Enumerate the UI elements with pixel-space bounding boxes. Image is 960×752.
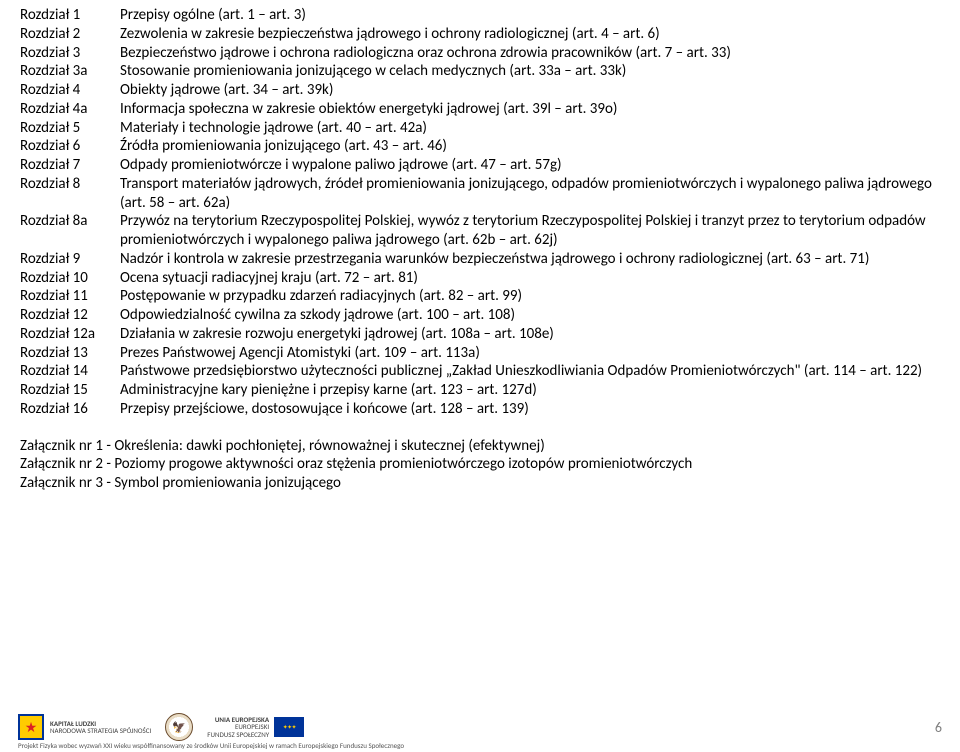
chapter-row: Rozdział 16Przepisy przejściowe, dostoso… xyxy=(20,400,940,419)
chapter-label: Rozdział 6 xyxy=(20,137,120,156)
chapter-row: Rozdział 13Prezes Państwowej Agencji Ato… xyxy=(20,344,940,363)
page-footer: KAPITAŁ LUDZKI NARODOWA STRATEGIA SPÓJNO… xyxy=(0,704,960,752)
attachments-list: Załącznik nr 1 - Określenia: dawki pochł… xyxy=(20,437,940,493)
chapter-row: Rozdział 3aStosowanie promieniowania jon… xyxy=(20,62,940,81)
chapter-text: Stosowanie promieniowania jonizującego w… xyxy=(120,62,940,81)
chapter-label: Rozdział 1 xyxy=(20,6,120,25)
chapter-label: Rozdział 4a xyxy=(20,100,120,119)
chapter-text: Przywóz na terytorium Rzeczypospolitej P… xyxy=(120,212,940,250)
chapter-text: Odpowiedzialność cywilna za szkody jądro… xyxy=(120,306,940,325)
chapter-row: Rozdział 14Państwowe przedsiębiorstwo uż… xyxy=(20,362,940,381)
eu-subtitle: EUROPEJSKIFUNDUSZ SPOŁECZNY xyxy=(207,723,269,738)
footer-caption: Projekt Fizyka wobec wyzwań XXI wieku ws… xyxy=(18,741,404,750)
eu-text: UNIA EUROPEJSKA EUROPEJSKIFUNDUSZ SPOŁEC… xyxy=(207,716,269,738)
chapter-label: Rozdział 3a xyxy=(20,62,120,81)
chapter-row: Rozdział 12Odpowiedzialność cywilna za s… xyxy=(20,306,940,325)
chapter-text: Odpady promieniotwórcze i wypalone paliw… xyxy=(120,156,940,175)
eu-flag-icon xyxy=(274,717,304,737)
chapter-text: Postępowanie w przypadku zdarzeń radiacy… xyxy=(120,287,940,306)
chapter-label: Rozdział 11 xyxy=(20,287,120,306)
chapter-label: Rozdział 12a xyxy=(20,325,120,344)
chapter-label: Rozdział 13 xyxy=(20,344,120,363)
eu-logo: UNIA EUROPEJSKA EUROPEJSKIFUNDUSZ SPOŁEC… xyxy=(207,716,304,738)
chapter-row: Rozdział 7Odpady promieniotwórcze i wypa… xyxy=(20,156,940,175)
chapter-text: Informacja społeczna w zakresie obiektów… xyxy=(120,100,940,119)
chapter-row: Rozdział 1Przepisy ogólne (art. 1 – art.… xyxy=(20,6,940,25)
chapter-text: Państwowe przedsiębiorstwo użyteczności … xyxy=(120,362,940,381)
chapter-text: Nadzór i kontrola w zakresie przestrzega… xyxy=(120,250,940,269)
chapter-text: Administracyjne kary pieniężne i przepis… xyxy=(120,381,940,400)
chapter-label: Rozdział 8 xyxy=(20,175,120,194)
chapter-text: Bezpieczeństwo jądrowe i ochrona radiolo… xyxy=(120,44,940,63)
chapter-row: Rozdział 2Zezwolenia w zakresie bezpiecz… xyxy=(20,25,940,44)
chapter-text: Ocena sytuacji radiacyjnej kraju (art. 7… xyxy=(120,269,940,288)
chapter-label: Rozdział 3 xyxy=(20,44,120,63)
chapter-row: Rozdział 4aInformacja społeczna w zakres… xyxy=(20,100,940,119)
chapter-row: Rozdział 15Administracyjne kary pieniężn… xyxy=(20,381,940,400)
chapter-row: Rozdział 9Nadzór i kontrola w zakresie p… xyxy=(20,250,940,269)
chapter-text: Transport materiałów jądrowych, źródeł p… xyxy=(120,175,940,213)
chapter-row: Rozdział 11Postępowanie w przypadku zdar… xyxy=(20,287,940,306)
chapter-label: Rozdział 12 xyxy=(20,306,120,325)
chapters-list: Rozdział 1Przepisy ogólne (art. 1 – art.… xyxy=(20,6,940,419)
chapter-text: Prezes Państwowej Agencji Atomistyki (ar… xyxy=(120,344,940,363)
footer-logos: KAPITAŁ LUDZKI NARODOWA STRATEGIA SPÓJNO… xyxy=(18,713,304,741)
chapter-label: Rozdział 16 xyxy=(20,400,120,419)
kl-text: KAPITAŁ LUDZKI NARODOWA STRATEGIA SPÓJNO… xyxy=(50,720,151,735)
chapter-text: Obiekty jądrowe (art. 34 – art. 39k) xyxy=(120,81,940,100)
chapter-label: Rozdział 14 xyxy=(20,362,120,381)
attachment-row: Załącznik nr 3 - Symbol promieniowania j… xyxy=(20,474,940,493)
kl-subtitle: NARODOWA STRATEGIA SPÓJNOŚCI xyxy=(50,727,151,734)
chapter-row: Rozdział 8Transport materiałów jądrowych… xyxy=(20,175,940,213)
chapter-row: Rozdział 8aPrzywóz na terytorium Rzeczyp… xyxy=(20,212,940,250)
chapter-text: Źródła promieniowania jonizującego (art.… xyxy=(120,137,940,156)
chapter-label: Rozdział 2 xyxy=(20,25,120,44)
chapter-row: Rozdział 10Ocena sytuacji radiacyjnej kr… xyxy=(20,269,940,288)
chapter-text: Materiały i technologie jądrowe (art. 40… xyxy=(120,119,940,138)
chapter-row: Rozdział 12aDziałania w zakresie rozwoju… xyxy=(20,325,940,344)
chapter-row: Rozdział 3Bezpieczeństwo jądrowe i ochro… xyxy=(20,44,940,63)
chapter-row: Rozdział 4Obiekty jądrowe (art. 34 – art… xyxy=(20,81,940,100)
chapter-text: Przepisy przejściowe, dostosowujące i ko… xyxy=(120,400,940,419)
chapter-label: Rozdział 5 xyxy=(20,119,120,138)
chapter-label: Rozdział 10 xyxy=(20,269,120,288)
chapter-label: Rozdział 15 xyxy=(20,381,120,400)
kapital-ludzki-logo: KAPITAŁ LUDZKI NARODOWA STRATEGIA SPÓJNO… xyxy=(18,714,151,740)
chapter-label: Rozdział 7 xyxy=(20,156,120,175)
uw-logo-icon xyxy=(165,713,193,741)
chapter-label: Rozdział 8a xyxy=(20,212,120,231)
chapter-label: Rozdział 9 xyxy=(20,250,120,269)
kl-star-icon xyxy=(18,714,44,740)
attachment-row: Załącznik nr 2 - Poziomy progowe aktywno… xyxy=(20,455,940,474)
chapter-label: Rozdział 4 xyxy=(20,81,120,100)
chapter-text: Działania w zakresie rozwoju energetyki … xyxy=(120,325,940,344)
chapter-text: Przepisy ogólne (art. 1 – art. 3) xyxy=(120,6,940,25)
chapter-row: Rozdział 5Materiały i technologie jądrow… xyxy=(20,119,940,138)
page-number: 6 xyxy=(935,719,942,736)
attachment-row: Załącznik nr 1 - Określenia: dawki pochł… xyxy=(20,437,940,456)
chapter-row: Rozdział 6Źródła promieniowania jonizują… xyxy=(20,137,940,156)
document-body: Rozdział 1Przepisy ogólne (art. 1 – art.… xyxy=(0,0,960,493)
chapter-text: Zezwolenia w zakresie bezpieczeństwa jąd… xyxy=(120,25,940,44)
